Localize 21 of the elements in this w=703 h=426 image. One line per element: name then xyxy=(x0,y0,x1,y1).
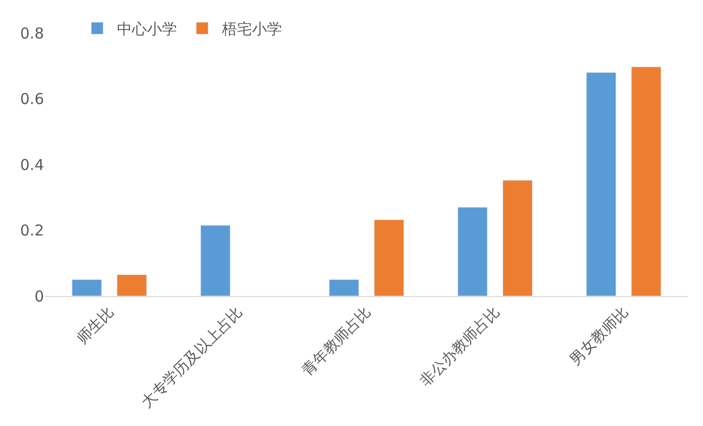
bar xyxy=(72,279,102,296)
x-tick-label: 非公办教师占比 xyxy=(416,302,504,390)
bar xyxy=(631,66,662,296)
y-tick-label: 0 xyxy=(34,287,44,306)
y-tick-label: 0.4 xyxy=(20,156,44,174)
bar xyxy=(374,219,404,296)
bar xyxy=(116,274,147,296)
bar xyxy=(328,279,360,296)
bar xyxy=(458,206,488,296)
x-tick-label: 男女教师比 xyxy=(566,302,632,369)
y-tick-label: 0.6 xyxy=(20,90,44,108)
bar xyxy=(502,180,533,296)
bar xyxy=(586,72,616,296)
x-tick-label: 师生比 xyxy=(72,302,118,348)
legend-label: 中心小学 xyxy=(117,20,178,38)
x-tick-label: 青年教师占比 xyxy=(298,302,375,380)
y-tick-label: 0.8 xyxy=(20,24,44,42)
legend-label: 梧宅小学 xyxy=(221,20,282,38)
y-tick-label: 0.2 xyxy=(20,222,44,240)
bar xyxy=(200,225,230,296)
x-tick-label: 大专学历及以上占比 xyxy=(138,302,246,412)
